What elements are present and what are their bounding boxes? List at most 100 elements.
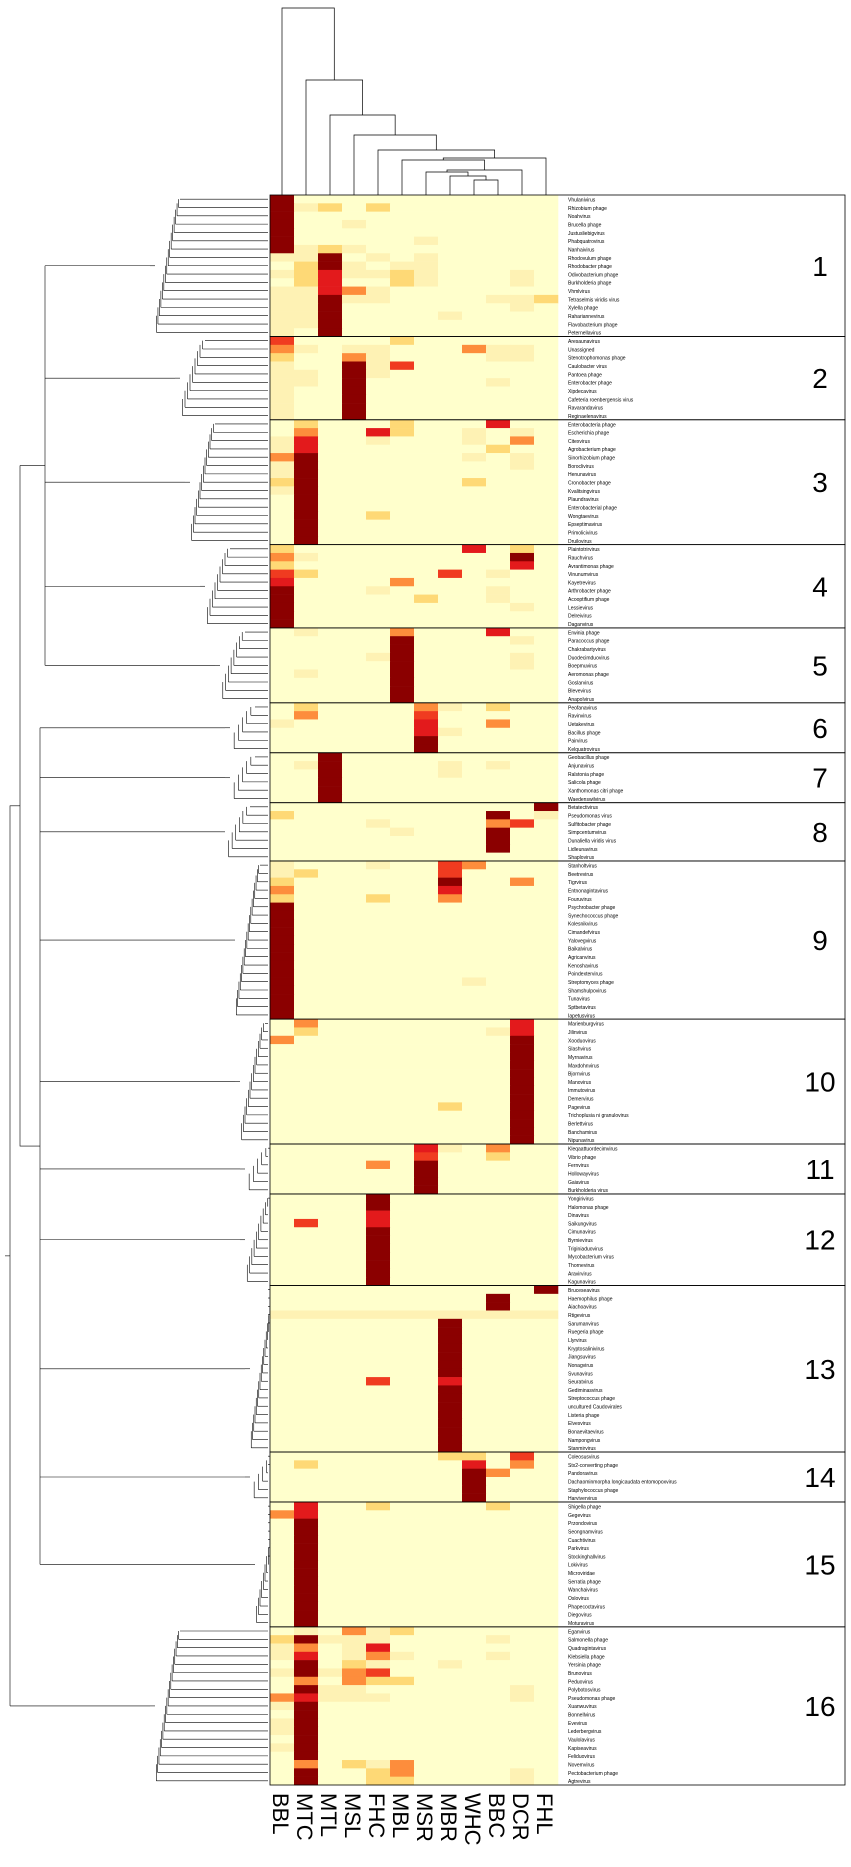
row-label: Synechococcus phage [568, 913, 619, 919]
row-label: Delreivirus [568, 614, 592, 620]
heatmap-cell [342, 1318, 367, 1328]
heatmap-cell [462, 919, 487, 928]
heatmap-cell [366, 727, 391, 737]
heatmap-cell [270, 652, 295, 662]
heatmap-cell [342, 394, 367, 404]
heatmap-cell [294, 1410, 319, 1420]
heatmap-cell [486, 1069, 511, 1078]
heatmap-cell [342, 1535, 367, 1544]
heatmap-cell [294, 1618, 319, 1628]
heatmap-cell [462, 1177, 487, 1186]
heatmap-cell [486, 1177, 511, 1186]
heatmap-cell [270, 469, 295, 479]
heatmap-cell [318, 994, 343, 1003]
heatmap-cell [390, 552, 415, 562]
heatmap-cell [318, 428, 343, 437]
heatmap-cell [342, 1260, 367, 1270]
heatmap-cell [438, 236, 463, 246]
row-label: Stanholtvirus [568, 863, 597, 869]
heatmap-cell [270, 1393, 295, 1403]
heatmap-cell [462, 702, 487, 712]
heatmap-cell [534, 1277, 559, 1286]
heatmap-cell [438, 1227, 463, 1236]
heatmap-cell [294, 1227, 319, 1236]
heatmap-cell [270, 1035, 295, 1045]
heatmap-cell [390, 428, 415, 437]
heatmap-cell [390, 303, 415, 312]
heatmap-cell [294, 902, 319, 912]
heatmap-cell [486, 1393, 511, 1403]
heatmap-cell [366, 1343, 391, 1353]
heatmap-cell [294, 860, 319, 870]
heatmap-cell [438, 1268, 463, 1278]
heatmap-cell [342, 1427, 367, 1436]
heatmap-cell [486, 1343, 511, 1353]
heatmap-cell [366, 1119, 391, 1128]
heatmap-cell [486, 403, 511, 412]
heatmap-cell [270, 1460, 295, 1469]
heatmap-cell [414, 1518, 439, 1528]
heatmap-cell [342, 1518, 367, 1528]
row-label: Aeromonas phage [568, 672, 609, 678]
heatmap-cell [438, 1751, 463, 1761]
heatmap-cell [414, 1243, 439, 1253]
heatmap-cell [270, 1618, 295, 1628]
heatmap-cell [318, 877, 343, 887]
heatmap-cell [462, 319, 487, 329]
heatmap-cell [342, 719, 367, 729]
heatmap-cell [294, 935, 319, 945]
heatmap-cell [510, 1501, 535, 1511]
heatmap-cell [390, 1776, 415, 1786]
heatmap-cell [510, 802, 535, 812]
heatmap-cell [414, 453, 439, 462]
heatmap-cell [438, 1685, 463, 1694]
heatmap-cell [486, 1285, 511, 1295]
heatmap-cell [366, 1002, 391, 1012]
heatmap-cell [270, 1402, 295, 1411]
heatmap-cell [510, 1335, 535, 1345]
heatmap-cell [270, 244, 295, 254]
heatmap-cell [414, 1476, 439, 1486]
heatmap-cell [486, 1443, 511, 1453]
heatmap-cell [438, 519, 463, 529]
heatmap-cell [294, 1576, 319, 1586]
heatmap-cell [366, 1302, 391, 1311]
heatmap-cell [534, 561, 559, 570]
heatmap-cell [366, 1510, 391, 1519]
heatmap-cell [438, 1385, 463, 1395]
heatmap-cell [510, 1285, 535, 1295]
heatmap-cell [270, 1676, 295, 1686]
heatmap-cell [342, 1110, 367, 1120]
heatmap-cell [510, 727, 535, 737]
heatmap-cell [390, 1610, 415, 1619]
heatmap-cell [366, 436, 391, 446]
heatmap-cell [510, 219, 535, 229]
heatmap-cell [534, 1668, 559, 1678]
heatmap-cell [414, 644, 439, 654]
heatmap-cell [414, 786, 439, 795]
heatmap-cell [318, 719, 343, 729]
heatmap-cell [270, 219, 295, 229]
heatmap-cell [294, 1610, 319, 1619]
heatmap-cell [534, 236, 559, 246]
heatmap-cell [318, 752, 343, 762]
row-label: Noahvirus [568, 214, 591, 220]
heatmap-cell [270, 902, 295, 912]
heatmap-cell [414, 203, 439, 212]
heatmap-cell [318, 1668, 343, 1678]
heatmap-cell [438, 486, 463, 495]
heatmap-cell [486, 1302, 511, 1311]
heatmap-cell [390, 1302, 415, 1311]
heatmap-cell [414, 1385, 439, 1395]
heatmap-cell [342, 877, 367, 887]
heatmap-cell [318, 336, 343, 346]
heatmap-cell [318, 1410, 343, 1420]
heatmap-cell [294, 1626, 319, 1636]
heatmap-cell [270, 1735, 295, 1744]
heatmap-cell [318, 211, 343, 221]
heatmap-cell [366, 569, 391, 579]
heatmap-cell [318, 1435, 343, 1444]
row-label: Nampongvirus [568, 1438, 601, 1444]
heatmap-cell [534, 461, 559, 471]
heatmap-cell [390, 910, 415, 920]
